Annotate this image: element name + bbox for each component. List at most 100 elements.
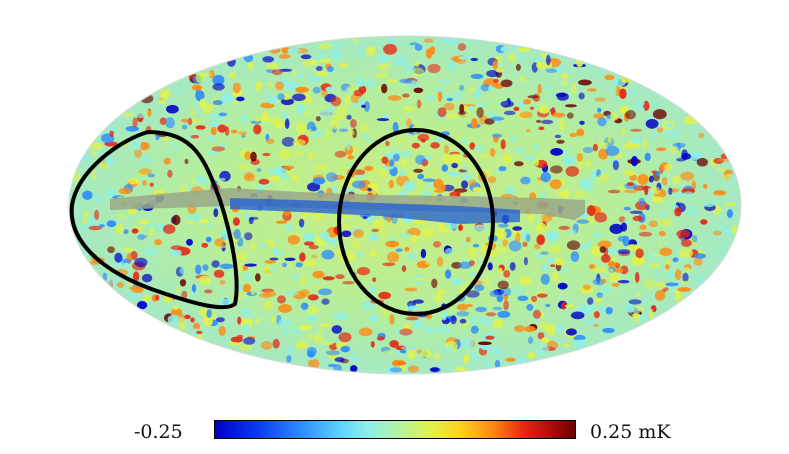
fluctuation-spot [106, 220, 117, 228]
fluctuation-spot [597, 117, 607, 127]
fluctuation-spot [566, 240, 581, 250]
fluctuation-spot [243, 271, 253, 283]
fluctuation-spot [538, 126, 545, 131]
fluctuation-spot [381, 156, 389, 164]
fluctuation-spot [131, 286, 144, 293]
fluctuation-spot [540, 273, 550, 285]
fluctuation-spot [380, 226, 386, 236]
fluctuation-spot [674, 269, 682, 281]
fluctuation-spot [141, 273, 153, 283]
fluctuation-spot [414, 62, 420, 67]
fluctuation-spot [443, 154, 450, 164]
fluctuation-spot [448, 59, 455, 70]
fluctuation-spot [473, 144, 487, 152]
fluctuation-spot [477, 341, 492, 346]
fluctuation-spot [503, 270, 511, 278]
fluctuation-spot [370, 341, 375, 348]
fluctuation-spot [624, 304, 635, 313]
fluctuation-spot [363, 165, 374, 172]
fluctuation-spot [397, 138, 404, 144]
fluctuation-spot [468, 105, 475, 110]
fluctuation-spot [474, 284, 485, 292]
fluctuation-spot [506, 185, 516, 196]
fluctuation-spot [517, 295, 529, 301]
fluctuation-spot [584, 160, 592, 167]
fluctuation-spot [253, 124, 262, 135]
fluctuation-spot [642, 297, 650, 301]
fluctuation-spot [211, 146, 225, 152]
fluctuation-spot [652, 102, 657, 109]
fluctuation-spot [596, 141, 609, 147]
fluctuation-spot [501, 153, 512, 165]
fluctuation-spot [213, 208, 219, 218]
fluctuation-spot [349, 354, 355, 361]
fluctuation-spot [652, 130, 657, 139]
fluctuation-spot [448, 156, 455, 165]
fluctuation-spot [361, 104, 366, 108]
fluctuation-spot [416, 349, 422, 354]
fluctuation-spot [565, 166, 580, 177]
fluctuation-spot [216, 317, 225, 323]
fluctuation-spot [459, 84, 464, 91]
fluctuation-spot [525, 233, 531, 243]
fluctuation-spot [597, 305, 606, 316]
fluctuation-spot [338, 62, 349, 68]
fluctuation-spot [508, 240, 522, 252]
fluctuation-spot [676, 229, 690, 238]
fluctuation-spot [509, 262, 516, 271]
fluctuation-spot [575, 56, 584, 68]
fluctuation-spot [549, 245, 561, 254]
fluctuation-spot [250, 151, 257, 162]
fluctuation-spot [285, 170, 294, 175]
fluctuation-spot [260, 341, 273, 350]
fluctuation-spot [325, 128, 330, 139]
fluctuation-spot [469, 87, 476, 93]
fluctuation-spot [505, 357, 517, 362]
fluctuation-spot [437, 256, 444, 267]
fluctuation-spot [554, 134, 562, 139]
fluctuation-spot [392, 360, 399, 367]
fluctuation-spot [262, 152, 271, 157]
fluctuation-spot [313, 164, 327, 170]
fluctuation-spot [443, 346, 455, 352]
fluctuation-spot [377, 63, 390, 71]
fluctuation-spot [115, 223, 125, 235]
fluctuation-spot [329, 52, 344, 60]
fluctuation-spot [133, 225, 144, 230]
fluctuation-spot [601, 278, 607, 284]
fluctuation-spot [369, 285, 376, 294]
fluctuation-spot [486, 70, 499, 78]
fluctuation-spot [459, 103, 465, 114]
fluctuation-spot [528, 336, 534, 344]
fluctuation-spot [318, 43, 332, 50]
fluctuation-spot [459, 318, 467, 324]
fluctuation-spot [399, 349, 407, 354]
fluctuation-spot [600, 167, 606, 172]
fluctuation-spot [659, 247, 673, 256]
fluctuation-spot [194, 176, 208, 184]
fluctuation-spot [545, 257, 556, 264]
fluctuation-spot [514, 161, 524, 167]
fluctuation-spot [552, 112, 566, 118]
colorbar-max-label: 0.25 mK [590, 421, 671, 443]
fluctuation-spot [423, 38, 434, 43]
fluctuation-spot [385, 240, 400, 248]
fluctuation-spot [213, 269, 225, 278]
fluctuation-spot [441, 164, 448, 172]
fluctuation-spot [576, 219, 590, 224]
fluctuation-spot [132, 117, 138, 128]
fluctuation-spot [703, 183, 708, 189]
fluctuation-spot [250, 243, 256, 250]
fluctuation-spot [284, 224, 294, 231]
fluctuation-spot [446, 97, 454, 102]
fluctuation-spot [497, 310, 511, 318]
fluctuation-spot [170, 245, 184, 250]
fluctuation-spot [190, 134, 200, 139]
fluctuation-spot [528, 211, 533, 223]
fluctuation-spot [218, 325, 226, 336]
fluctuation-spot [376, 336, 385, 341]
fluctuation-spot [352, 128, 357, 139]
fluctuation-spot [165, 117, 175, 129]
fluctuation-spot [597, 107, 602, 113]
fluctuation-spot [476, 107, 484, 118]
